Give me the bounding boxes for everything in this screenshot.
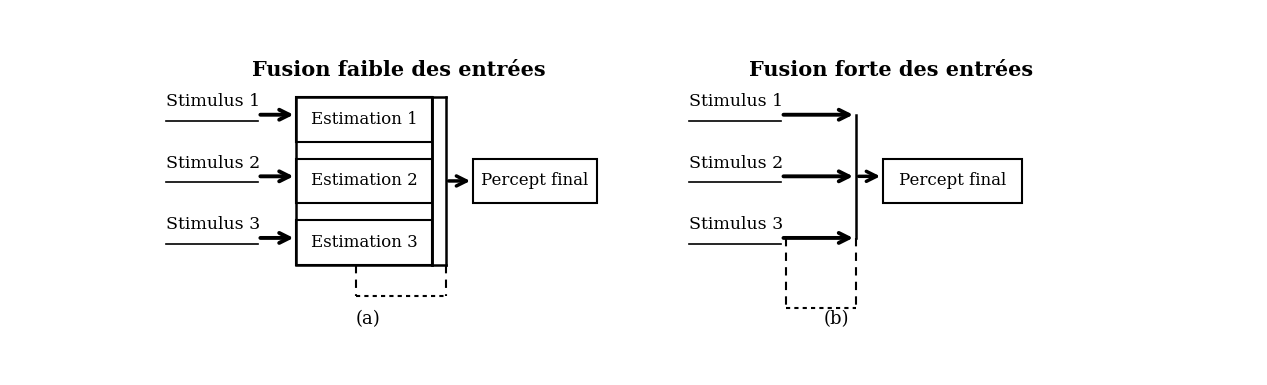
Bar <box>296 159 432 203</box>
Bar <box>296 220 432 265</box>
Bar <box>473 159 597 203</box>
Bar <box>296 97 432 142</box>
Text: Fusion forte des entrées: Fusion forte des entrées <box>749 60 1033 80</box>
Text: Estimation 3: Estimation 3 <box>310 234 418 251</box>
Text: Stimulus 1: Stimulus 1 <box>166 93 260 110</box>
Bar <box>883 159 1022 203</box>
Text: Stimulus 1: Stimulus 1 <box>689 93 783 110</box>
Text: Stimulus 3: Stimulus 3 <box>689 216 783 233</box>
Text: Stimulus 2: Stimulus 2 <box>166 155 261 172</box>
Text: Stimulus 2: Stimulus 2 <box>689 155 783 172</box>
Bar <box>296 97 432 265</box>
Text: Percept final: Percept final <box>481 172 589 189</box>
Text: Estimation 1: Estimation 1 <box>310 111 418 128</box>
Text: Stimulus 3: Stimulus 3 <box>166 216 261 233</box>
Text: (b): (b) <box>824 311 849 328</box>
Text: Percept final: Percept final <box>900 172 1006 189</box>
Text: (a): (a) <box>355 311 380 328</box>
Text: Estimation 2: Estimation 2 <box>310 172 418 189</box>
Text: Fusion faible des entrées: Fusion faible des entrées <box>252 60 545 80</box>
